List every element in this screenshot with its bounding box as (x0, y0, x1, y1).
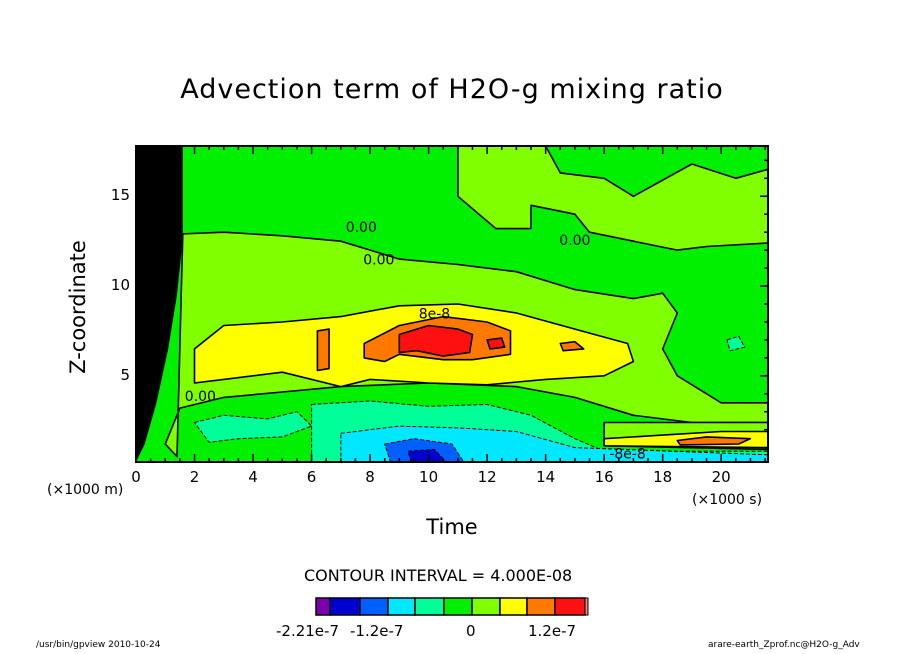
contour-region (559, 340, 585, 352)
y-tick-label: 5 (120, 365, 130, 384)
colorbar-label: 1.2e-7 (528, 622, 577, 640)
y-axis-label: Z-coordinate (66, 240, 90, 374)
contour-region (194, 411, 313, 443)
x-tick-label: 0 (131, 468, 141, 486)
footer-program: /usr/bin/gpview 2010-10-24 (36, 640, 161, 650)
dense-contour-region (136, 146, 183, 462)
colorbar-swatch (387, 597, 416, 616)
x-tick-label: 4 (248, 468, 258, 486)
colorbar-swatch (554, 597, 586, 616)
contour-region (486, 337, 506, 350)
x-tick-label: 16 (594, 468, 614, 486)
colorbar-swatch (359, 597, 389, 616)
x-unit-label: (×1000 s) (692, 492, 763, 508)
colorbar-swatch (414, 597, 445, 616)
contour-interval: CONTOUR INTERVAL = 4.000E-08 (304, 566, 573, 585)
colorbar-swatch (584, 597, 589, 616)
contour-region (676, 436, 752, 446)
colorbar-label: 0 (466, 622, 476, 640)
x-tick-label: 6 (306, 468, 317, 486)
colorbar-swatch (526, 597, 556, 616)
contour-label: -8e-8 (609, 446, 646, 462)
contour-region (398, 324, 474, 357)
contour-label: 0.00 (346, 220, 377, 236)
x-tick-label: 18 (653, 468, 673, 486)
y-unit-label: (×1000 m) (47, 482, 124, 498)
colorbar-swatch (315, 597, 331, 616)
colorbar (315, 597, 589, 616)
colorbar-label: -2.21e-7 (276, 622, 339, 640)
x-tick-label: 20 (711, 468, 731, 486)
axis-ticks (135, 146, 768, 462)
contour-fills (136, 145, 769, 463)
colorbar-swatch (471, 597, 501, 616)
y-tick-label: 10 (110, 276, 130, 295)
x-tick-label: 2 (189, 468, 200, 486)
contour-label: 0.00 (185, 389, 216, 405)
chart-title: Advection term of H2O-g mixing ratio (180, 74, 724, 105)
x-axis-label: Time (426, 515, 478, 539)
footer-source: arare-earth_Zprof.nc@H2O-g_Adv (708, 640, 860, 650)
x-tick-label: 8 (365, 468, 375, 486)
contour-region (316, 328, 330, 372)
colorbar-label: -1.2e-7 (350, 622, 404, 640)
colorbar-swatch (499, 597, 528, 616)
contour-labels: 0.00 0.00 0.00 0.00 8e-8 -8e-8 (185, 220, 646, 462)
y-tick-label: 15 (110, 186, 130, 205)
x-tick-label: 14 (536, 468, 556, 486)
colorbar-swatch (329, 597, 361, 616)
contour-region (726, 335, 746, 352)
x-tick-label: 10 (419, 468, 439, 486)
x-tick-label: 12 (477, 468, 497, 486)
contour-region (457, 145, 769, 251)
contour-label: 0.00 (559, 233, 590, 249)
contour-label: 0.00 (363, 253, 394, 269)
contour-label: 8e-8 (419, 306, 450, 322)
colorbar-swatch (443, 597, 473, 616)
